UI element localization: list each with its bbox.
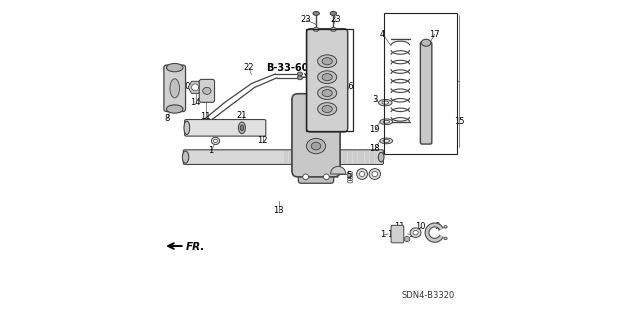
FancyBboxPatch shape (391, 225, 404, 243)
Ellipse shape (383, 140, 390, 142)
Bar (306, 29, 353, 131)
Text: 6: 6 (358, 172, 364, 180)
Text: 15: 15 (454, 117, 465, 126)
Text: 8: 8 (164, 114, 170, 123)
Bar (384, 13, 457, 154)
Ellipse shape (170, 79, 179, 98)
Ellipse shape (356, 169, 367, 180)
Ellipse shape (317, 103, 337, 116)
Text: 17: 17 (429, 30, 440, 39)
FancyBboxPatch shape (183, 150, 383, 164)
Text: 13: 13 (273, 206, 284, 215)
FancyBboxPatch shape (164, 65, 186, 112)
Text: 1: 1 (408, 230, 413, 239)
Text: 11: 11 (200, 113, 211, 122)
Ellipse shape (406, 238, 408, 240)
Polygon shape (188, 81, 202, 93)
Text: SDN4-B3320: SDN4-B3320 (401, 291, 454, 300)
Text: 10: 10 (415, 222, 426, 231)
Ellipse shape (239, 122, 246, 133)
Text: 7: 7 (334, 172, 340, 180)
Ellipse shape (166, 105, 183, 113)
Ellipse shape (298, 76, 303, 80)
FancyBboxPatch shape (199, 79, 214, 102)
Ellipse shape (184, 121, 189, 134)
Text: 21: 21 (237, 111, 247, 120)
Ellipse shape (380, 119, 393, 124)
Text: 2: 2 (337, 119, 342, 128)
Text: 12: 12 (257, 136, 268, 145)
Text: 14: 14 (190, 98, 200, 107)
Ellipse shape (413, 230, 418, 235)
FancyBboxPatch shape (184, 120, 266, 136)
Text: 10: 10 (180, 82, 191, 91)
Ellipse shape (322, 106, 332, 113)
Ellipse shape (330, 28, 336, 31)
Text: 3: 3 (372, 95, 378, 104)
Ellipse shape (203, 87, 211, 94)
Polygon shape (425, 223, 443, 242)
Ellipse shape (444, 237, 447, 240)
Text: 1: 1 (171, 85, 176, 94)
Ellipse shape (379, 100, 392, 106)
Text: 20: 20 (316, 113, 327, 122)
Text: 1: 1 (317, 93, 322, 102)
Text: 1: 1 (164, 85, 170, 94)
Ellipse shape (383, 120, 390, 123)
Ellipse shape (444, 226, 447, 228)
Ellipse shape (166, 63, 183, 72)
Text: B-33-60: B-33-60 (266, 63, 308, 77)
Ellipse shape (317, 87, 337, 100)
Ellipse shape (322, 74, 332, 81)
Ellipse shape (311, 142, 321, 150)
Ellipse shape (298, 72, 303, 76)
Text: 1: 1 (387, 230, 392, 239)
Text: 18: 18 (369, 144, 380, 153)
Ellipse shape (410, 228, 421, 237)
Text: 1: 1 (380, 230, 386, 239)
Text: FR.: FR. (186, 242, 205, 252)
FancyBboxPatch shape (292, 94, 340, 177)
Ellipse shape (182, 151, 189, 163)
Text: 23: 23 (330, 15, 340, 24)
Ellipse shape (380, 138, 393, 144)
Ellipse shape (323, 174, 329, 180)
Circle shape (191, 84, 198, 91)
Ellipse shape (421, 39, 431, 46)
Text: 8: 8 (435, 222, 440, 231)
Ellipse shape (404, 236, 410, 242)
Text: 23: 23 (300, 15, 311, 24)
Ellipse shape (317, 71, 337, 84)
Ellipse shape (372, 172, 378, 177)
Ellipse shape (322, 58, 332, 65)
Text: 4: 4 (380, 30, 385, 39)
Text: 19: 19 (369, 125, 380, 134)
Ellipse shape (307, 139, 326, 154)
Ellipse shape (330, 12, 337, 15)
Ellipse shape (322, 90, 332, 97)
Ellipse shape (303, 174, 308, 180)
Text: 1: 1 (209, 146, 214, 155)
Text: 11: 11 (394, 222, 404, 231)
Text: 9: 9 (371, 172, 376, 180)
Ellipse shape (241, 125, 244, 131)
Ellipse shape (317, 55, 337, 68)
Ellipse shape (378, 152, 384, 162)
FancyBboxPatch shape (420, 42, 432, 144)
Ellipse shape (211, 137, 220, 145)
Text: 5: 5 (347, 172, 352, 180)
FancyBboxPatch shape (298, 167, 333, 183)
FancyBboxPatch shape (307, 29, 348, 132)
Wedge shape (330, 166, 346, 174)
Text: 16: 16 (344, 82, 354, 91)
Ellipse shape (314, 28, 319, 31)
Ellipse shape (369, 169, 381, 180)
Ellipse shape (382, 101, 388, 104)
Ellipse shape (313, 12, 319, 15)
Text: 22: 22 (243, 63, 253, 72)
Ellipse shape (214, 139, 218, 142)
Ellipse shape (360, 172, 365, 177)
